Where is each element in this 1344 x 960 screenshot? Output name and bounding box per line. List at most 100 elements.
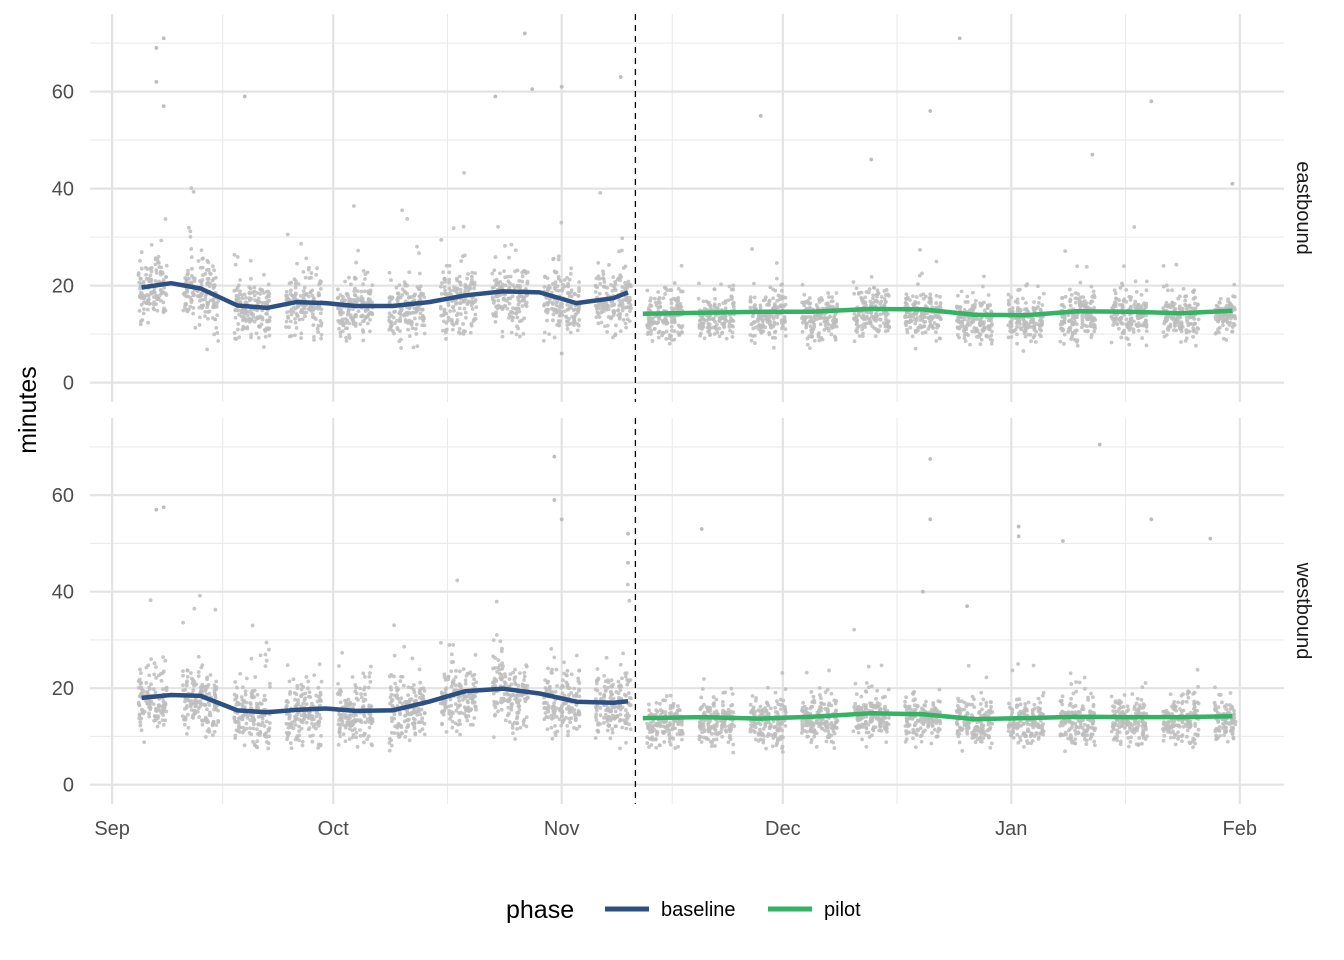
scatter-point	[337, 712, 342, 717]
scatter-point	[181, 683, 185, 688]
scatter-point	[508, 310, 513, 314]
scatter-point	[470, 274, 474, 279]
scatter-point	[161, 709, 166, 714]
scatter-point	[338, 700, 343, 705]
scatter-point	[314, 714, 319, 719]
scatter-point	[904, 310, 909, 315]
scatter-point	[542, 330, 547, 335]
scatter-point	[267, 726, 272, 731]
scatter-point	[147, 673, 152, 678]
scatter-point	[875, 328, 880, 333]
scatter-point	[1088, 324, 1093, 328]
scatter-point	[367, 312, 371, 316]
scatter-point	[181, 673, 185, 678]
scatter-point	[288, 741, 293, 745]
scatter-point	[1031, 335, 1036, 340]
scatter-point	[920, 331, 925, 335]
scatter-point	[499, 649, 504, 654]
scatter-point	[1021, 317, 1025, 322]
scatter-point	[561, 684, 565, 689]
scatter-point	[909, 319, 913, 323]
scatter-point-outlier	[559, 351, 564, 356]
scatter-point	[159, 265, 164, 270]
scatter-point	[595, 310, 600, 315]
scatter-point	[267, 333, 272, 338]
scatter-point	[264, 731, 268, 736]
y-tick-label: 40	[52, 582, 74, 604]
scatter-point	[620, 236, 625, 241]
scatter-point	[1113, 291, 1118, 296]
scatter-point	[648, 298, 653, 303]
scatter-point	[316, 685, 321, 690]
scatter-point	[403, 735, 408, 739]
scatter-point	[469, 696, 474, 700]
scatter-point	[700, 321, 705, 326]
scatter-point	[723, 306, 728, 311]
scatter-point	[152, 672, 157, 677]
scatter-point	[604, 655, 609, 660]
scatter-point	[959, 315, 963, 320]
scatter-point	[1213, 314, 1218, 319]
scatter-point	[457, 306, 462, 311]
scatter-point	[516, 704, 521, 709]
scatter-point	[505, 274, 510, 279]
scatter-point	[296, 282, 301, 286]
scatter-point	[1040, 319, 1045, 324]
scatter-point	[594, 704, 599, 709]
scatter-point	[214, 326, 219, 330]
scatter-point	[1063, 294, 1068, 299]
scatter-point	[551, 709, 556, 714]
scatter-point	[214, 685, 219, 690]
scatter-point	[1089, 284, 1094, 289]
scatter-point	[556, 288, 561, 293]
scatter-point	[343, 704, 347, 709]
scatter-point	[871, 296, 875, 301]
scatter-point	[502, 269, 506, 274]
scatter-point	[491, 313, 496, 318]
scatter-point	[568, 330, 573, 335]
scatter-point	[458, 703, 463, 708]
scatter-point	[234, 685, 239, 690]
scatter-point	[264, 640, 269, 645]
scatter-point	[1126, 325, 1131, 330]
scatter-point	[208, 673, 213, 677]
scatter-point	[361, 671, 366, 676]
scatter-point	[447, 270, 452, 275]
scatter-point	[301, 296, 306, 301]
scatter-point	[392, 653, 397, 658]
scatter-point	[854, 315, 859, 320]
scatter-point	[760, 318, 765, 323]
scatter-point	[348, 297, 353, 302]
scatter-point	[389, 738, 393, 743]
scatter-point	[354, 691, 359, 696]
scatter-point	[351, 320, 356, 325]
scatter-point	[206, 727, 211, 731]
scatter-point	[559, 220, 564, 225]
scatter-point	[802, 292, 807, 297]
scatter-point	[878, 324, 883, 328]
scatter-point	[1230, 329, 1235, 334]
scatter-point	[1070, 332, 1075, 337]
scatter-point	[1074, 328, 1079, 333]
scatter-point	[515, 714, 520, 719]
scatter-point	[859, 290, 864, 295]
scatter-point	[1120, 321, 1125, 326]
scatter-point	[652, 320, 657, 325]
scatter-point	[255, 692, 260, 697]
scatter-point	[284, 289, 289, 294]
scatter-point	[649, 328, 654, 333]
scatter-point	[354, 260, 359, 265]
scatter-point	[452, 308, 456, 313]
scatter-point	[306, 267, 311, 272]
scatter-point	[308, 734, 313, 739]
scatter-point	[922, 315, 926, 319]
scatter-point	[623, 264, 628, 269]
scatter-point	[1075, 296, 1080, 301]
scatter-point	[415, 244, 419, 249]
scatter-point	[472, 286, 476, 291]
scatter-point	[267, 647, 271, 652]
scatter-point	[515, 721, 520, 725]
scatter-point	[557, 308, 562, 313]
scatter-point	[1161, 263, 1166, 268]
scatter-point	[990, 322, 994, 327]
